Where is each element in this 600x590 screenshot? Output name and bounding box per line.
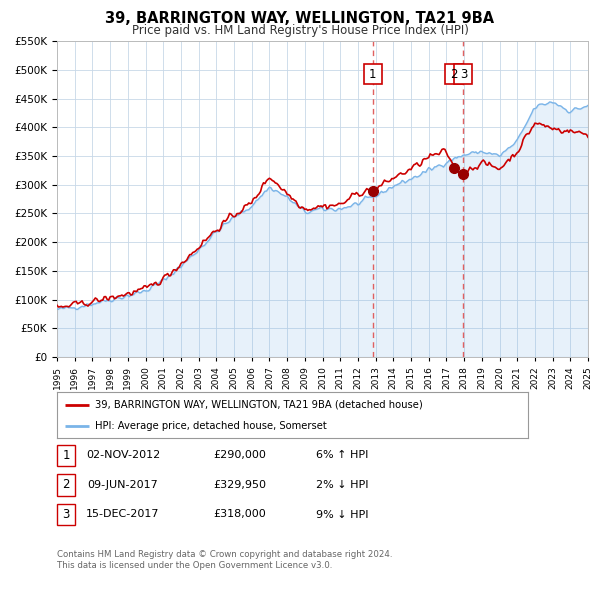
Text: £318,000: £318,000 — [214, 510, 266, 519]
Text: 2: 2 — [451, 68, 458, 81]
Text: £329,950: £329,950 — [214, 480, 266, 490]
Text: 6% ↑ HPI: 6% ↑ HPI — [316, 451, 368, 460]
Text: 09-JUN-2017: 09-JUN-2017 — [88, 480, 158, 490]
Text: 3: 3 — [62, 508, 70, 521]
Text: Contains HM Land Registry data © Crown copyright and database right 2024.: Contains HM Land Registry data © Crown c… — [57, 550, 392, 559]
Text: This data is licensed under the Open Government Licence v3.0.: This data is licensed under the Open Gov… — [57, 560, 332, 570]
Text: £290,000: £290,000 — [214, 451, 266, 460]
Text: 2% ↓ HPI: 2% ↓ HPI — [316, 480, 368, 490]
Text: 1: 1 — [62, 449, 70, 462]
Text: 1: 1 — [369, 68, 377, 81]
Text: Price paid vs. HM Land Registry's House Price Index (HPI): Price paid vs. HM Land Registry's House … — [131, 24, 469, 37]
Text: 2: 2 — [62, 478, 70, 491]
Text: 15-DEC-2017: 15-DEC-2017 — [86, 510, 160, 519]
Text: 39, BARRINGTON WAY, WELLINGTON, TA21 9BA: 39, BARRINGTON WAY, WELLINGTON, TA21 9BA — [106, 11, 494, 25]
Text: 9% ↓ HPI: 9% ↓ HPI — [316, 510, 368, 519]
Text: HPI: Average price, detached house, Somerset: HPI: Average price, detached house, Some… — [95, 421, 326, 431]
Text: 02-NOV-2012: 02-NOV-2012 — [86, 451, 160, 460]
Text: 39, BARRINGTON WAY, WELLINGTON, TA21 9BA (detached house): 39, BARRINGTON WAY, WELLINGTON, TA21 9BA… — [95, 399, 422, 409]
Text: 3: 3 — [460, 68, 467, 81]
